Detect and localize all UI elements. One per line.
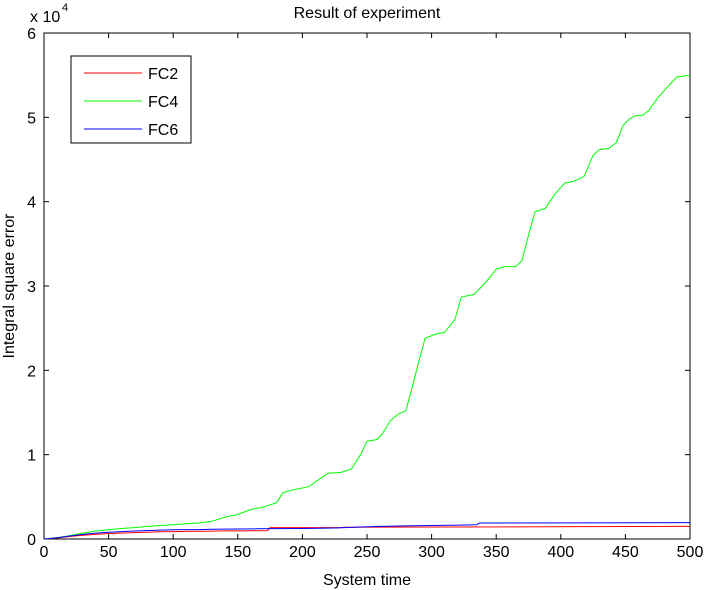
x-tick-label: 50 bbox=[100, 544, 118, 561]
y-tick-label: 5 bbox=[27, 110, 36, 127]
y-exponent-power: 4 bbox=[62, 2, 68, 14]
y-tick-label: 1 bbox=[27, 448, 36, 465]
axis-ticks bbox=[43, 32, 691, 540]
x-tick-label: 300 bbox=[418, 544, 445, 561]
x-tick-labels: 0 50 100 150 200 250 300 350 400 450 500 bbox=[40, 544, 704, 561]
y-tick-label: 6 bbox=[27, 26, 36, 43]
x-tick-label: 500 bbox=[677, 544, 704, 561]
series-line-fc2 bbox=[43, 525, 691, 540]
y-exponent-label: x 10 bbox=[30, 9, 60, 26]
y-tick-labels: 0 1 2 3 4 5 6 bbox=[27, 26, 36, 549]
legend-label-fc6: FC6 bbox=[148, 122, 178, 139]
x-tick-label: 450 bbox=[612, 544, 639, 561]
series-line-fc4 bbox=[43, 74, 691, 540]
y-tick-label: 2 bbox=[27, 363, 36, 380]
legend-label-fc2: FC2 bbox=[148, 66, 178, 83]
y-axis-label: Integral square error bbox=[1, 213, 18, 359]
legend-label-fc4: FC4 bbox=[148, 94, 178, 111]
x-tick-label: 150 bbox=[224, 544, 251, 561]
x-tick-label: 350 bbox=[483, 544, 510, 561]
x-axis-label: System time bbox=[323, 572, 411, 589]
chart-title: Result of experiment bbox=[294, 5, 441, 22]
x-tick-label: 100 bbox=[160, 544, 187, 561]
y-exponent: x 10 4 bbox=[30, 2, 68, 26]
x-tick-label: 0 bbox=[40, 544, 49, 561]
y-tick-label: 3 bbox=[27, 279, 36, 296]
x-tick-label: 200 bbox=[289, 544, 316, 561]
legend: FC2 FC4 FC6 bbox=[70, 55, 192, 144]
x-tick-label: 400 bbox=[547, 544, 574, 561]
x-tick-label: 250 bbox=[354, 544, 381, 561]
y-tick-label: 4 bbox=[27, 195, 36, 212]
series-line-fc6 bbox=[43, 522, 691, 540]
series-lines bbox=[43, 74, 691, 540]
y-tick-label: 0 bbox=[27, 532, 36, 549]
